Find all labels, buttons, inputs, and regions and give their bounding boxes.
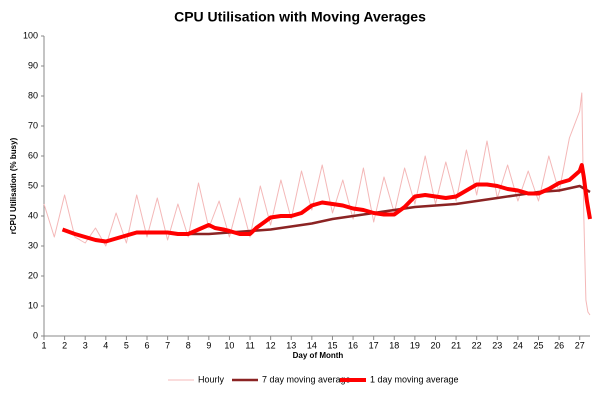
y-tick-label: 10: [28, 300, 38, 310]
x-tick-label: 4: [103, 340, 108, 350]
y-tick-label: 0: [33, 330, 38, 340]
x-tick-label: 6: [145, 340, 150, 350]
series-line: [61, 163, 592, 244]
y-tick-label: 90: [28, 60, 38, 70]
x-tick-label: 5: [124, 340, 129, 350]
y-tick-label: 100: [23, 30, 38, 40]
x-tick-label: 18: [389, 340, 399, 350]
x-axis-label: Day of Month: [293, 351, 344, 360]
x-tick-label: 26: [554, 340, 564, 350]
x-tick-label: 8: [186, 340, 191, 350]
x-tick-label: 20: [430, 340, 440, 350]
x-tick-label: 14: [307, 340, 317, 350]
x-tick-label: 13: [286, 340, 296, 350]
x-tick-label: 1: [41, 340, 46, 350]
y-tick-label: 40: [28, 210, 38, 220]
y-axis-label: rCPU Utilisation (% busy): [9, 137, 18, 234]
x-tick-label: 9: [206, 340, 211, 350]
x-tick-label: 16: [348, 340, 358, 350]
x-tick-label: 10: [224, 340, 234, 350]
y-tick-label: 80: [28, 90, 38, 100]
chart-title: CPU Utilisation with Moving Averages: [174, 9, 426, 25]
x-tick-label: 11: [245, 340, 254, 350]
x-tick-label: 15: [327, 340, 337, 350]
y-tick-label: 50: [28, 180, 38, 190]
x-tick-label: 25: [533, 340, 543, 350]
x-tick-label: 24: [513, 340, 523, 350]
x-tick-label: 19: [410, 340, 420, 350]
x-tick-label: 27: [575, 340, 585, 350]
x-tick-label: 7: [165, 340, 170, 350]
legend-label: Hourly: [198, 374, 225, 384]
x-tick-label: 3: [83, 340, 88, 350]
legend-label: 1 day moving average: [370, 374, 459, 384]
y-tick-label: 70: [28, 120, 38, 130]
x-tick-label: 12: [266, 340, 276, 350]
x-tick-label: 17: [369, 340, 379, 350]
y-tick-label: 20: [28, 270, 38, 280]
legend-label: 7 day moving average: [262, 374, 351, 384]
series-line: [43, 92, 591, 316]
y-tick-label: 30: [28, 240, 38, 250]
x-tick-label: 22: [472, 340, 482, 350]
x-tick-label: 23: [492, 340, 502, 350]
x-tick-label: 2: [62, 340, 67, 350]
y-tick-label: 60: [28, 150, 38, 160]
x-tick-label: 21: [451, 340, 461, 350]
